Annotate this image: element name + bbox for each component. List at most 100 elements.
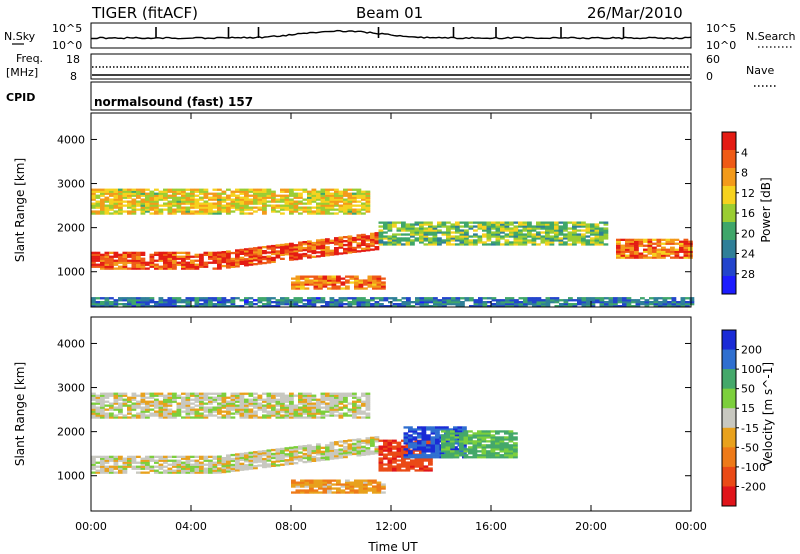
heatmap-cell xyxy=(253,410,258,413)
heatmap-cell xyxy=(271,456,276,460)
heatmap-cell xyxy=(109,471,114,474)
heatmap-cell xyxy=(361,190,366,193)
heatmap-cell xyxy=(559,299,564,302)
heatmap-cell xyxy=(322,491,328,494)
heatmap-cell xyxy=(412,430,418,433)
heatmap-cell xyxy=(289,244,294,247)
heatmap-cell xyxy=(363,485,368,488)
heatmap-cell xyxy=(291,281,296,284)
heatmap-cell xyxy=(284,404,290,407)
heatmap-cell xyxy=(325,414,330,417)
heatmap-cell xyxy=(244,192,249,195)
heatmap-cell xyxy=(365,235,371,238)
heatmap-cell xyxy=(118,194,123,197)
heatmap-cell xyxy=(239,416,245,419)
heatmap-cell xyxy=(127,303,132,306)
heatmap-cell xyxy=(194,465,200,468)
heatmap-cell xyxy=(145,465,150,468)
heatmap-cell xyxy=(680,305,686,308)
heatmap-cell xyxy=(518,239,523,242)
heatmap-cell xyxy=(435,448,440,451)
heatmap-cell xyxy=(295,281,301,284)
heatmap-cell xyxy=(244,402,249,405)
heatmap-cell xyxy=(199,408,204,411)
date-label: 26/Mar/2010 xyxy=(587,4,683,22)
heatmap-cell xyxy=(320,458,326,461)
heatmap-cell xyxy=(329,402,335,405)
heatmap-cell xyxy=(347,243,353,246)
heatmap-cell xyxy=(172,261,177,264)
heatmap-cell xyxy=(473,303,479,306)
heatmap-cell xyxy=(421,450,427,453)
heatmap-cell xyxy=(309,487,314,490)
heatmap-cell xyxy=(683,256,689,259)
heatmap-cell xyxy=(603,233,609,236)
heatmap-cell xyxy=(504,450,509,453)
heatmap-cell xyxy=(244,468,249,471)
heatmap-cell xyxy=(172,301,177,304)
heatmap-cell xyxy=(122,457,128,460)
heatmap-cell xyxy=(104,261,110,264)
heatmap-cell xyxy=(154,196,159,199)
heatmap-cell xyxy=(336,279,341,282)
heatmap-cell xyxy=(302,400,308,403)
heatmap-cell xyxy=(239,402,245,405)
heatmap-cell xyxy=(262,404,267,407)
heatmap-cell xyxy=(302,410,308,413)
heatmap-cell xyxy=(513,239,519,242)
heatmap-cell xyxy=(347,235,353,238)
heatmap-cell xyxy=(325,252,330,255)
heatmap-cell xyxy=(513,454,518,457)
heatmap-cell xyxy=(453,428,458,431)
heatmap-cell xyxy=(581,305,587,308)
heatmap-cell xyxy=(311,305,317,308)
heatmap-cell xyxy=(239,458,245,461)
heatmap-cell xyxy=(352,198,357,201)
heatmap-cell xyxy=(347,237,353,240)
heatmap-cell xyxy=(185,398,191,401)
heatmap-cell xyxy=(190,408,195,411)
heatmap-cell xyxy=(372,283,377,286)
heatmap-cell xyxy=(441,440,446,443)
heatmap-cell xyxy=(643,244,648,247)
heatmap-cell xyxy=(275,210,281,213)
heatmap-cell xyxy=(459,434,464,437)
heatmap-cell xyxy=(113,396,119,399)
heatmap-cell xyxy=(104,198,110,201)
heatmap-cell xyxy=(331,279,337,282)
heatmap-cell xyxy=(334,239,339,242)
heatmap-cell xyxy=(505,305,510,308)
heatmap-cell xyxy=(473,235,478,238)
heatmap-cell xyxy=(239,258,245,261)
heatmap-cell xyxy=(91,461,96,464)
heatmap-cell xyxy=(331,487,337,490)
heatmap-cell xyxy=(176,208,182,211)
heatmap-cell xyxy=(590,241,595,244)
heatmap-cell xyxy=(118,402,123,405)
heatmap-cell xyxy=(95,190,101,193)
heatmap-cell xyxy=(352,442,357,446)
heatmap-cell xyxy=(122,305,128,308)
heatmap-cell xyxy=(293,299,299,302)
heatmap-cell xyxy=(490,440,496,443)
heatmap-cell xyxy=(477,432,482,435)
heatmap-cell xyxy=(293,452,299,455)
heatmap-cell xyxy=(131,257,137,260)
heatmap-cell xyxy=(307,297,312,300)
heatmap-cell xyxy=(616,242,621,245)
heatmap-cell xyxy=(325,212,330,215)
heatmap-cell xyxy=(293,206,299,209)
heatmap-cell xyxy=(459,229,465,232)
heatmap-cell xyxy=(190,394,195,397)
heatmap-cell xyxy=(100,469,105,472)
heatmap-cell xyxy=(309,479,314,482)
heatmap-cell xyxy=(316,297,321,300)
heatmap-cell xyxy=(513,227,519,230)
heatmap-cell xyxy=(378,447,384,450)
heatmap-cell xyxy=(545,229,550,232)
heatmap-cell xyxy=(221,396,227,399)
heatmap-cell xyxy=(235,463,240,466)
heatmap-cell xyxy=(136,414,141,417)
heatmap-cell xyxy=(338,448,344,451)
heatmap-cell xyxy=(145,263,150,266)
